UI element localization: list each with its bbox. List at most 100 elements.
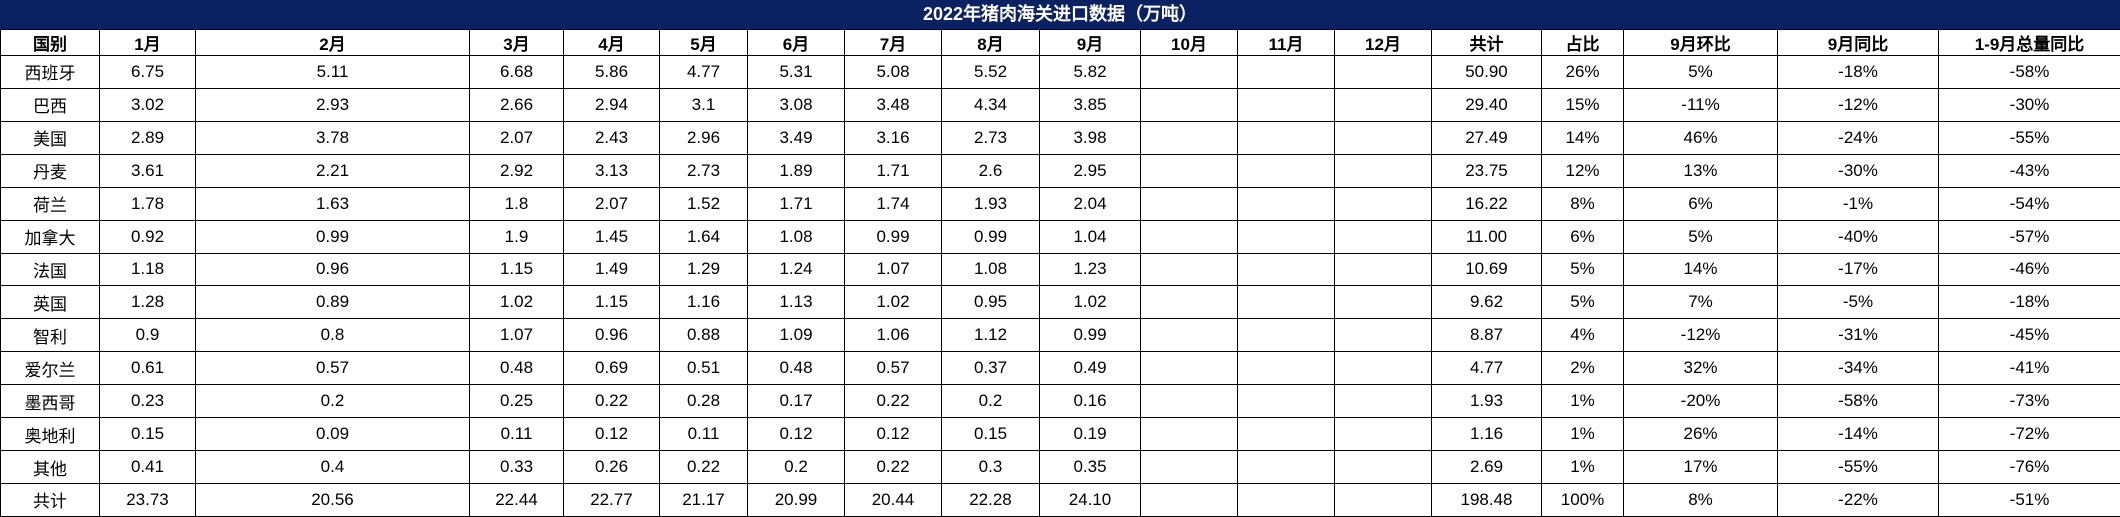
sep-mom-cell: 8%	[1623, 482, 1778, 517]
m7-cell: 1.74	[844, 186, 942, 221]
sep-mom-cell: 5%	[1623, 55, 1778, 89]
share-cell: 6%	[1541, 219, 1624, 254]
m2-cell: 2.21	[195, 153, 470, 188]
m11-cell	[1237, 120, 1335, 155]
header-cell-m10: 10月	[1140, 29, 1238, 56]
m10-cell	[1140, 219, 1238, 254]
m5-cell: 0.11	[659, 417, 748, 452]
m1-cell: 0.9	[99, 318, 196, 353]
m2-cell: 0.2	[195, 384, 470, 419]
m8-cell: 0.2	[941, 384, 1040, 419]
sep-yoy-cell: -24%	[1777, 120, 1939, 155]
m6-cell: 1.71	[747, 186, 845, 221]
m3-cell: 2.66	[469, 87, 564, 122]
table-header-row: 国别 1月 2月 3月 4月 5月 6月 7月 8月 9月 10月 11月 12月 共计 占比 9月环比 9月同…	[0, 29, 2120, 56]
country-cell: 丹麦	[0, 153, 100, 188]
m3-cell: 2.07	[469, 120, 564, 155]
m4-cell: 0.12	[563, 417, 660, 452]
m7-cell: 3.48	[844, 87, 942, 122]
country-cell: 其他	[0, 450, 100, 484]
m12-cell	[1334, 87, 1432, 122]
m1-cell: 3.02	[99, 87, 196, 122]
m8-cell: 22.28	[941, 482, 1040, 517]
m2-cell: 0.8	[195, 318, 470, 353]
m7-cell: 1.71	[844, 153, 942, 188]
m1-cell: 0.23	[99, 384, 196, 419]
sep-mom-cell: 26%	[1623, 417, 1778, 452]
m9-cell: 2.04	[1039, 186, 1141, 221]
m4-cell: 1.49	[563, 252, 660, 287]
m9-cell: 1.23	[1039, 252, 1141, 287]
m9-cell: 5.82	[1039, 55, 1141, 89]
table-row: 西班牙 6.75 5.11 6.68 5.86 4.77 5.31 5.08 5.52 5.82 5…	[0, 55, 2120, 89]
m5-cell: 1.29	[659, 252, 748, 287]
total-cell: 16.22	[1431, 186, 1542, 221]
total-cell: 23.75	[1431, 153, 1542, 188]
m2-cell: 0.89	[195, 285, 470, 320]
m4-cell: 1.15	[563, 285, 660, 320]
m1-cell: 6.75	[99, 55, 196, 89]
m7-cell: 20.44	[844, 482, 942, 517]
sep-mom-cell: 6%	[1623, 186, 1778, 221]
m5-cell: 1.16	[659, 285, 748, 320]
m1-cell: 0.92	[99, 219, 196, 254]
m6-cell: 0.2	[747, 450, 845, 484]
sep-mom-cell: -11%	[1623, 87, 1778, 122]
m2-cell: 0.99	[195, 219, 470, 254]
share-cell: 2%	[1541, 351, 1624, 386]
sep-yoy-cell: -12%	[1777, 87, 1939, 122]
m8-cell: 1.08	[941, 252, 1040, 287]
m8-cell: 2.73	[941, 120, 1040, 155]
ytd-yoy-cell: -73%	[1938, 384, 2120, 419]
header-cell-m11: 11月	[1237, 29, 1335, 56]
m5-cell: 0.22	[659, 450, 748, 484]
header-cell-m9: 9月	[1039, 29, 1141, 56]
sep-yoy-cell: -5%	[1777, 285, 1939, 320]
m2-cell: 0.57	[195, 351, 470, 386]
m3-cell: 1.07	[469, 318, 564, 353]
table-title: 2022年猪肉海关进口数据（万吨）	[0, 0, 2120, 29]
m9-cell: 0.49	[1039, 351, 1141, 386]
m9-cell: 1.04	[1039, 219, 1141, 254]
total-cell: 27.49	[1431, 120, 1542, 155]
m12-cell	[1334, 219, 1432, 254]
m3-cell: 22.44	[469, 482, 564, 517]
country-cell: 奥地利	[0, 417, 100, 452]
share-cell: 8%	[1541, 186, 1624, 221]
m6-cell: 1.13	[747, 285, 845, 320]
m5-cell: 0.28	[659, 384, 748, 419]
header-cell-sep-mom: 9月环比	[1623, 29, 1778, 56]
header-cell-country: 国别	[0, 29, 100, 56]
m2-cell: 3.78	[195, 120, 470, 155]
m5-cell: 2.73	[659, 153, 748, 188]
sep-mom-cell: 32%	[1623, 351, 1778, 386]
m3-cell: 0.48	[469, 351, 564, 386]
m8-cell: 2.6	[941, 153, 1040, 188]
m8-cell: 0.37	[941, 351, 1040, 386]
m10-cell	[1140, 120, 1238, 155]
share-cell: 14%	[1541, 120, 1624, 155]
m8-cell: 5.52	[941, 55, 1040, 89]
m5-cell: 4.77	[659, 55, 748, 89]
table-row: 爱尔兰 0.61 0.57 0.48 0.69 0.51 0.48 0.57 0.37 0.49 4…	[0, 351, 2120, 386]
m5-cell: 1.52	[659, 186, 748, 221]
m11-cell	[1237, 55, 1335, 89]
m7-cell: 0.22	[844, 384, 942, 419]
m5-cell: 21.17	[659, 482, 748, 517]
ytd-yoy-cell: -58%	[1938, 55, 2120, 89]
ytd-yoy-cell: -55%	[1938, 120, 2120, 155]
m6-cell: 0.17	[747, 384, 845, 419]
header-cell-m1: 1月	[99, 29, 196, 56]
table-row: 英国 1.28 0.89 1.02 1.15 1.16 1.13 1.02 0.95 1.02 9.…	[0, 285, 2120, 320]
sep-yoy-cell: -17%	[1777, 252, 1939, 287]
m1-cell: 0.15	[99, 417, 196, 452]
sep-mom-cell: 13%	[1623, 153, 1778, 188]
share-cell: 12%	[1541, 153, 1624, 188]
m10-cell	[1140, 482, 1238, 517]
table-row: 墨西哥 0.23 0.2 0.25 0.22 0.28 0.17 0.22 0.2 0.16 1.9…	[0, 384, 2120, 419]
country-cell: 荷兰	[0, 186, 100, 221]
ytd-yoy-cell: -43%	[1938, 153, 2120, 188]
m7-cell: 0.22	[844, 450, 942, 484]
m6-cell: 20.99	[747, 482, 845, 517]
m6-cell: 5.31	[747, 55, 845, 89]
